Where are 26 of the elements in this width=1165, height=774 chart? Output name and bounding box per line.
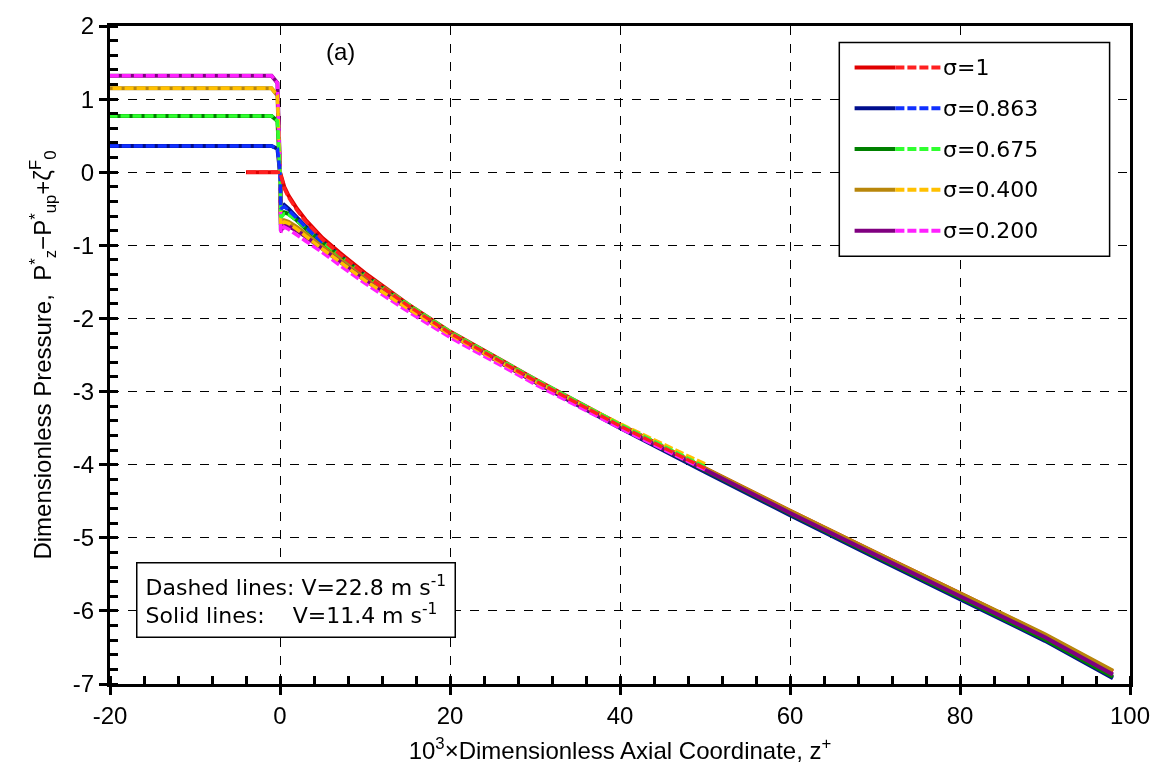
y-tick-label: 0: [80, 158, 95, 186]
y-tick-label: 1: [80, 85, 95, 113]
y-tick-label: 2: [80, 12, 95, 40]
x-tick-label: 80: [946, 701, 974, 729]
legend-label: σ=0.675: [943, 137, 1039, 162]
y-tick-label: -6: [72, 597, 95, 625]
y-tick-label: -7: [72, 670, 95, 698]
y-tick-label: -1: [72, 231, 95, 259]
y-tick-label: -2: [72, 304, 95, 332]
x-tick-label: -20: [92, 701, 128, 729]
legend-label: σ=0.200: [943, 218, 1039, 243]
legend-label: σ=0.863: [943, 96, 1039, 121]
x-tick-label: 40: [606, 701, 634, 729]
x-tick-label: 100: [1109, 701, 1151, 729]
y-tick-label: -4: [72, 451, 95, 479]
annotation: Dashed lines: V=22.8 m s$^{-1}$: [145, 571, 447, 600]
x-tick-label: 20: [436, 701, 464, 729]
x-tick-label: 60: [776, 701, 804, 729]
legend-label: σ=0.400: [943, 177, 1039, 202]
y-tick-label: -3: [72, 377, 95, 405]
x-tick-label: 0: [273, 701, 287, 729]
annotation: Solid lines: V=11.4 m s$^{-1}$: [145, 600, 438, 629]
annotation: (a): [326, 38, 356, 65]
y-tick-label: -5: [72, 524, 95, 552]
x-axis-title: 10$^{3}$×Dimensionless Axial Coordinate, z$^{+}$: [408, 734, 832, 765]
legend-label: σ=1: [943, 55, 990, 80]
